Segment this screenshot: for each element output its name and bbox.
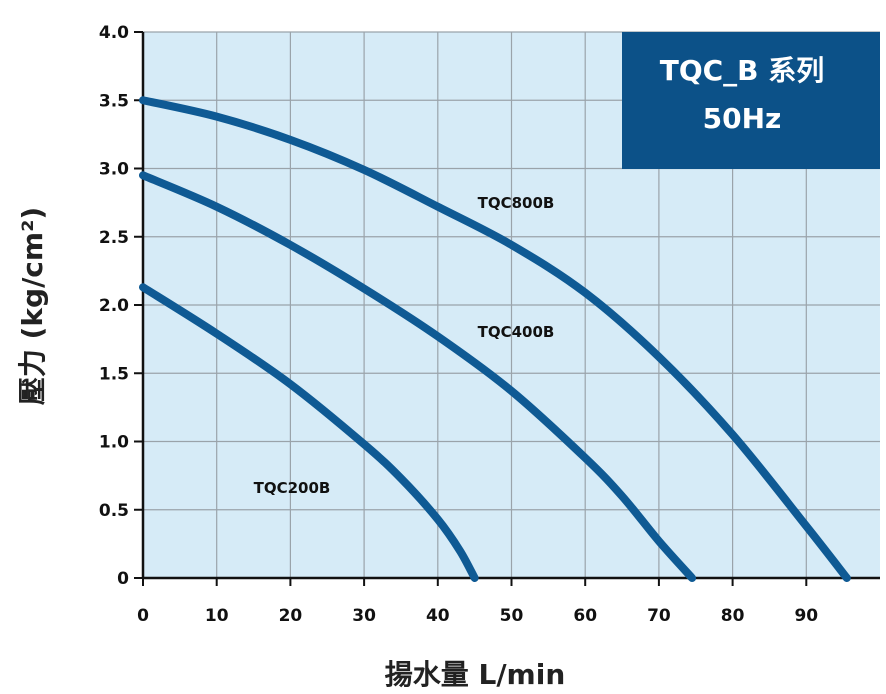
x-tick-labels: 0 10 20 30 40 50 60 70 80 90 [137,606,818,626]
x-tick-label: 0 [137,606,149,626]
x-tick-label: 20 [279,606,303,626]
y-tick-label: 0.5 [99,501,129,521]
title-box [622,32,880,169]
y-tick-labels: 0 0.5 1.0 1.5 2.0 2.5 3.0 3.5 4.0 [99,23,129,589]
x-tick-label: 50 [500,606,524,626]
series-label-tqc400b: TQC400B [478,323,555,341]
series-label-tqc800b: TQC800B [478,194,555,212]
series-line-tqc400b [139,171,697,582]
y-tick-label: 1.5 [99,364,129,384]
y-tick-label: 4.0 [99,23,129,43]
y-tick-label: 3.0 [99,160,129,180]
y-tick-label: 0 [117,569,129,589]
series-line-tqc200b [139,283,479,582]
series-lines [139,96,851,582]
x-tick-label: 10 [205,606,229,626]
x-tick-label: 70 [647,606,671,626]
series-line-tqc800b [139,96,851,582]
y-tick-label: 3.5 [99,91,129,111]
series-label-tqc200b: TQC200B [254,479,331,497]
x-axis-label: 揚水量 L/min [385,658,566,691]
series-labels: TQC800B TQC400B TQC200B [254,194,555,497]
title-box-line2: 50Hz [703,102,782,135]
x-tick-label: 40 [426,606,450,626]
y-axis-label: 壓力 (kg/cm²) [16,207,49,405]
x-tick-label: 90 [794,606,818,626]
x-tick-label: 30 [352,606,376,626]
y-tick-label: 2.0 [99,296,129,316]
y-tick-label: 2.5 [99,228,129,248]
y-tick-label: 1.0 [99,433,129,453]
title-box-line1: TQC_B 系列 [660,54,825,87]
x-tick-label: 60 [573,606,597,626]
x-tick-label: 80 [721,606,745,626]
